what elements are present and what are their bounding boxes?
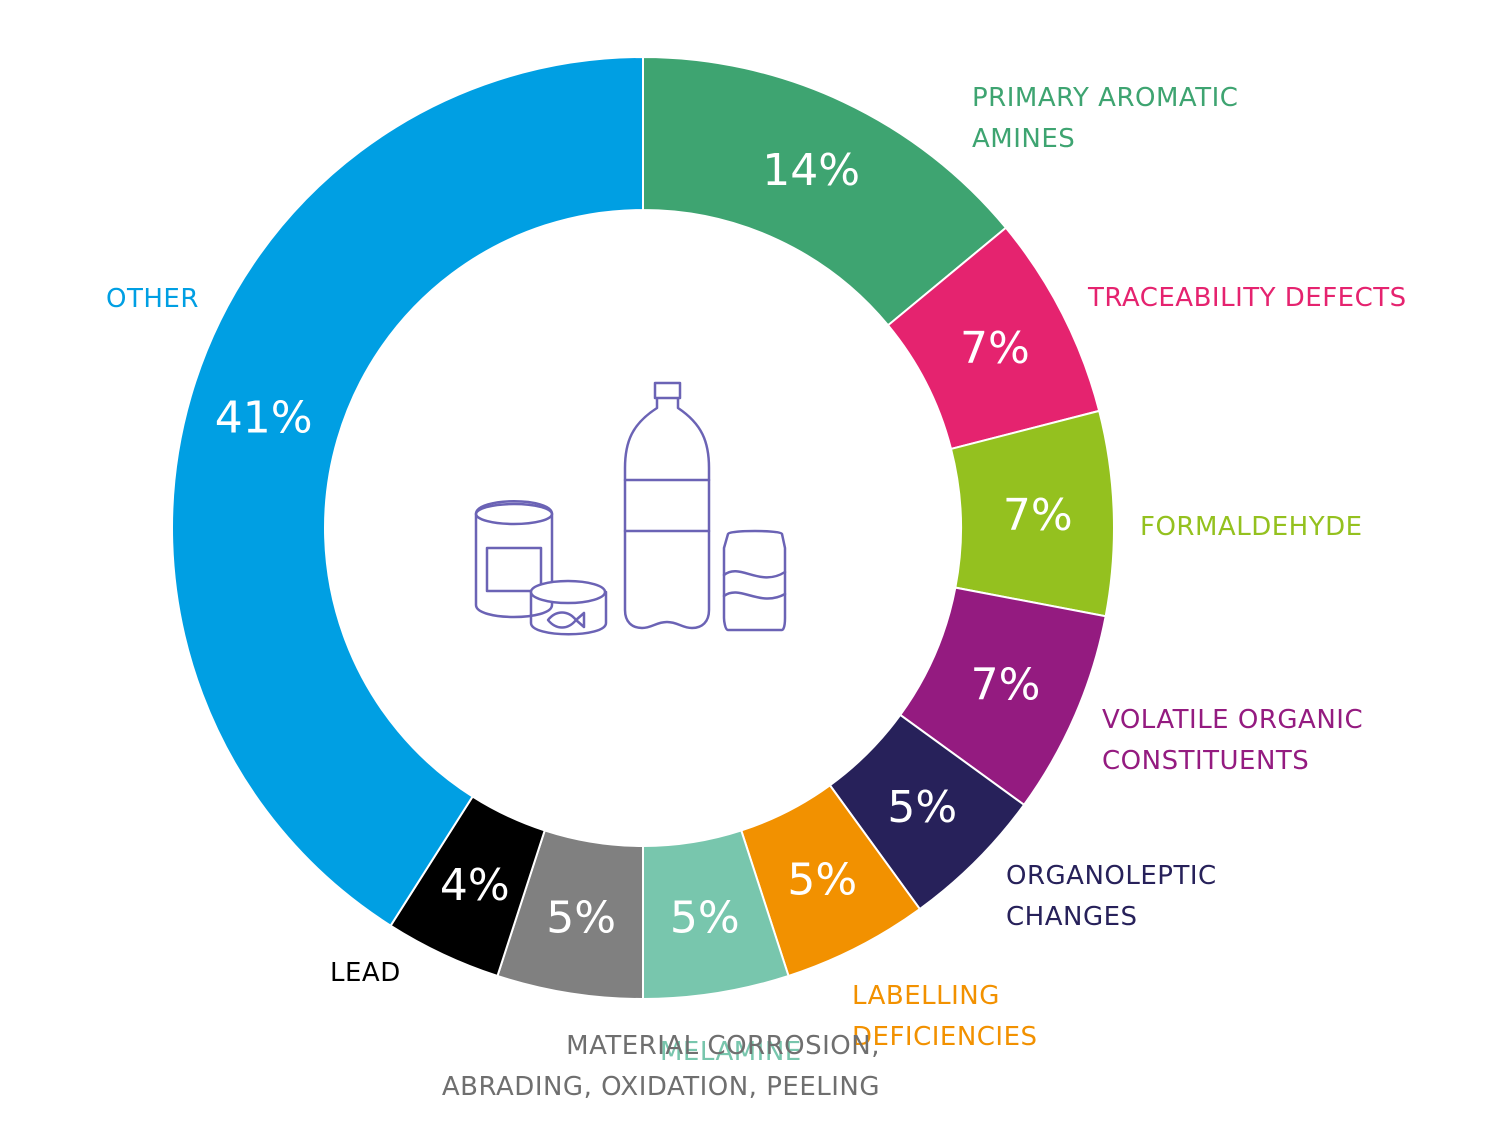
percent-labels-layer: 14% 7% 7% 7% 5% 5% 5% 5% 4% 41%: [215, 145, 1073, 944]
percent-label-material-corrosion-abrading-oxidation-peeling: 5%: [546, 893, 616, 944]
percent-label-melamine: 5%: [670, 893, 740, 944]
percent-label-primary-aromatic-amines: 14%: [762, 145, 860, 196]
category-label-lead: LEAD: [330, 958, 401, 988]
soda-can-wave: [722, 569, 787, 600]
large-can-lid: [474, 502, 554, 526]
percent-label-labelling-deficiencies: 5%: [787, 854, 857, 905]
category-label-formaldehyde: FORMALDEHYDE: [1140, 512, 1363, 542]
percent-label-traceability-defects: 7%: [960, 323, 1030, 374]
slices-layer: [171, 55, 1115, 1001]
fish-icon: [546, 611, 586, 629]
category-label-melamine: MELAMINE: [660, 1037, 802, 1067]
percent-label-volatile-organic-constituents: 7%: [971, 659, 1041, 710]
soda-can-icon: [722, 529, 787, 632]
category-label-labelling-deficiencies: LABELLING DEFICIENCIES: [852, 981, 1038, 1052]
slice-other: [171, 55, 644, 928]
category-label-organoleptic-changes: ORGANOLEPTIC CHANGES: [1006, 861, 1217, 932]
category-label-traceability-defects: TRACEABILITY DEFECTS: [1088, 283, 1407, 313]
category-label-material-corrosion-abrading-oxidation-peeling: MATERIAL CORROSION, ABRADING, OXIDATION,…: [441, 1031, 880, 1102]
bottle-icon: [623, 381, 711, 630]
percent-label-lead: 4%: [440, 860, 510, 911]
tuna-tin-lid: [529, 579, 607, 605]
large-can-label: [485, 546, 543, 593]
percent-label-formaldehyde: 7%: [1003, 490, 1073, 541]
percent-label-organoleptic-changes: 5%: [887, 782, 957, 833]
percent-label-other: 41%: [215, 392, 313, 443]
food-packaging-icon: [474, 381, 787, 636]
category-label-primary-aromatic-amines: PRIMARY AROMATIC AMINES: [972, 83, 1239, 154]
category-label-volatile-organic-constituents: VOLATILE ORGANIC CONSTITUENTS: [1102, 705, 1364, 776]
category-label-other: OTHER: [106, 284, 199, 314]
large-can-icon: [474, 500, 554, 619]
tuna-tin-icon: [529, 590, 608, 636]
